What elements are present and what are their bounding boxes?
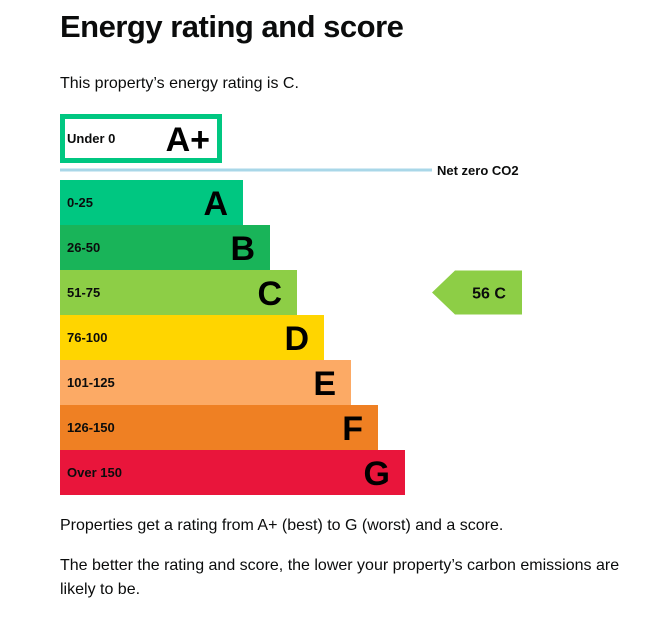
band-a-range: 0-25: [67, 195, 93, 210]
band-e-letter: E: [313, 365, 336, 403]
band-b: [60, 225, 270, 270]
rating-explanation-text: Properties get a rating from A+ (best) t…: [60, 517, 504, 534]
band-d: [60, 315, 324, 360]
band-f-range: 126-150: [67, 420, 115, 435]
band-c-range: 51-75: [67, 285, 100, 300]
band-f-letter: F: [342, 410, 363, 448]
band-a-letter: A: [203, 185, 228, 223]
band-c: [60, 270, 297, 315]
band-d-range: 76-100: [67, 330, 107, 345]
band-g-range: Over 150: [67, 465, 122, 480]
band-c-letter: C: [257, 275, 282, 313]
emissions-explanation-text: The better the rating and score, the low…: [60, 557, 620, 598]
intro-text: This property’s energy rating is C.: [60, 75, 299, 92]
band-d-letter: D: [284, 320, 309, 358]
current-rating-label: 56 C: [472, 286, 506, 303]
net-zero-label: Net zero CO2: [437, 163, 519, 178]
band-aplus-letter: A+: [166, 121, 210, 159]
band-e: [60, 360, 351, 405]
band-a: [60, 180, 243, 225]
current-rating-arrow: [432, 270, 522, 315]
band-g-letter: G: [364, 455, 390, 493]
band-b-range: 26-50: [67, 240, 100, 255]
band-b-letter: B: [230, 230, 255, 268]
band-aplus-range: Under 0: [67, 131, 115, 146]
band-e-range: 101-125: [67, 375, 115, 390]
page-title: Energy rating and score: [60, 9, 404, 44]
band-f: [60, 405, 378, 450]
band-aplus-outline: [60, 114, 222, 163]
band-g: [60, 450, 405, 495]
